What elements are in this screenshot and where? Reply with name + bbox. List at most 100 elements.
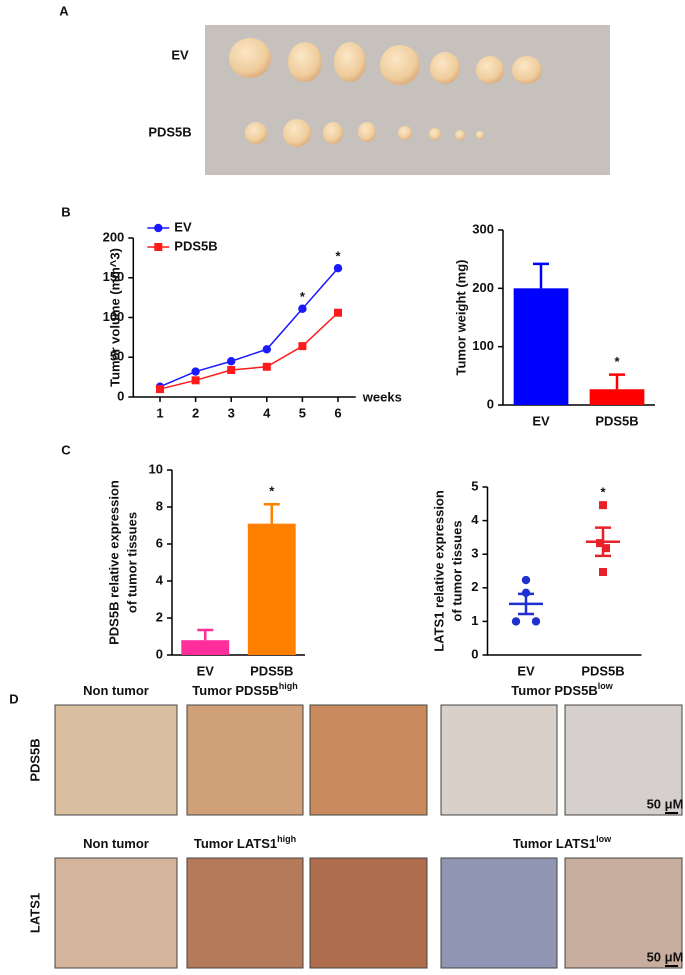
error-bar xyxy=(595,526,611,558)
y-axis-label: LATS1 relative expression xyxy=(431,490,446,652)
marker xyxy=(298,342,307,351)
y-tick-label: 10 xyxy=(149,461,163,476)
y-tick-label: 0 xyxy=(117,388,124,403)
x-tick-label: 5 xyxy=(299,405,306,420)
marker xyxy=(511,617,521,626)
y-tick-label: 8 xyxy=(156,498,163,513)
y-axis-label: of tumor tissues xyxy=(449,520,464,621)
x-axis-label: weeks xyxy=(362,389,402,404)
x-tick-label: EV xyxy=(532,413,550,428)
marker xyxy=(599,501,607,510)
annotation: * xyxy=(269,484,275,499)
bar xyxy=(181,640,230,655)
header-text: Tumor PDS5B xyxy=(192,683,278,698)
marker xyxy=(227,357,236,366)
column-header: Tumor PDS5Blow xyxy=(511,681,613,698)
y-tick-label: 50 xyxy=(110,349,124,364)
header-text: Tumor PDS5B xyxy=(511,683,597,698)
column-header: Tumor LATS1high xyxy=(194,834,296,851)
error-bar xyxy=(533,262,549,289)
y-tick-label: 3 xyxy=(471,546,478,561)
y-tick-label: 0 xyxy=(471,646,478,661)
y-tick-label: 0 xyxy=(156,646,163,661)
column-header: Tumor PDS5Bhigh xyxy=(192,681,297,698)
y-tick-label: 100 xyxy=(103,309,125,324)
y-tick-label: 200 xyxy=(103,229,125,244)
marker xyxy=(333,264,343,273)
x-tick-label: EV xyxy=(517,663,535,678)
y-tick-label: 200 xyxy=(472,280,494,295)
marker xyxy=(156,385,164,394)
y-tick-label: 150 xyxy=(103,269,125,284)
y-tick-label: 100 xyxy=(472,338,494,353)
x-tick-label: PDS5B xyxy=(581,663,624,678)
error-bar xyxy=(197,628,214,641)
y-axis-label: PDS5B relative expression xyxy=(106,480,121,645)
y-tick-label: 1 xyxy=(471,613,478,628)
y-tick-label: 0 xyxy=(487,396,494,411)
header-text: Non tumor xyxy=(83,836,149,851)
x-tick-label: PDS5B xyxy=(595,413,638,428)
annotation: * xyxy=(335,249,341,264)
x-tick-label: 4 xyxy=(263,405,271,420)
panel-label: D xyxy=(9,691,18,706)
header-sup: low xyxy=(598,681,614,691)
column-header: Non tumor xyxy=(83,683,149,698)
panel-label: B xyxy=(61,204,70,219)
panel-label: A xyxy=(59,3,69,18)
marker xyxy=(191,376,200,385)
marker xyxy=(298,304,307,313)
series-line xyxy=(159,267,339,388)
header-text: Non tumor xyxy=(83,683,149,698)
x-tick-label: PDS5B xyxy=(250,663,293,678)
marker xyxy=(531,617,541,626)
y-axis-label: Tumor volume (mm^3) xyxy=(107,248,122,387)
legend-label: EV xyxy=(174,219,192,234)
marker xyxy=(602,544,610,553)
x-tick-label: 1 xyxy=(156,405,163,420)
legend-label: PDS5B xyxy=(174,238,217,253)
bar xyxy=(513,288,569,405)
header-sup: low xyxy=(596,834,612,844)
y-tick-label: 2 xyxy=(156,609,163,624)
marker xyxy=(599,568,607,577)
y-tick-label: 6 xyxy=(156,535,163,550)
marker xyxy=(334,308,342,317)
row-label: LATS1 xyxy=(27,893,42,933)
column-header: Tumor LATS1low xyxy=(513,834,612,851)
marker xyxy=(262,362,271,371)
bar xyxy=(247,523,296,655)
row-label: PDS5B xyxy=(27,738,42,781)
column-headers: Non tumor Tumor PDS5Bhigh Tumor PDS5BlowNo… xyxy=(83,681,614,851)
error-bar xyxy=(609,373,625,390)
x-tick-label: 6 xyxy=(334,405,341,420)
y-tick-label: 5 xyxy=(471,478,478,493)
y-tick-label: 300 xyxy=(472,221,494,236)
row-label: EV xyxy=(171,47,189,62)
legend-marker xyxy=(154,243,163,251)
annotation: * xyxy=(600,485,606,500)
series-line xyxy=(159,312,339,390)
scale-bar-label: 50 μM xyxy=(647,796,684,811)
error-bar xyxy=(263,502,280,524)
header-text: Tumor LATS1 xyxy=(513,836,596,851)
marker xyxy=(521,575,531,585)
column-header: Non tumor xyxy=(83,836,149,851)
error-bar xyxy=(518,592,534,616)
x-tick-label: EV xyxy=(197,663,215,678)
header-text: Tumor LATS1 xyxy=(194,836,277,851)
x-tick-label: 2 xyxy=(192,405,199,420)
header-sup: high xyxy=(277,834,296,844)
header-sup: high xyxy=(279,681,298,691)
bar xyxy=(589,389,645,405)
x-tick-label: 3 xyxy=(228,405,235,420)
marker xyxy=(191,367,200,376)
row-label: PDS5B xyxy=(148,124,191,139)
marker xyxy=(227,365,236,374)
legend-marker xyxy=(154,223,163,233)
marker xyxy=(262,345,271,354)
panel-label: C xyxy=(61,442,71,457)
y-tick-label: 4 xyxy=(156,572,164,587)
